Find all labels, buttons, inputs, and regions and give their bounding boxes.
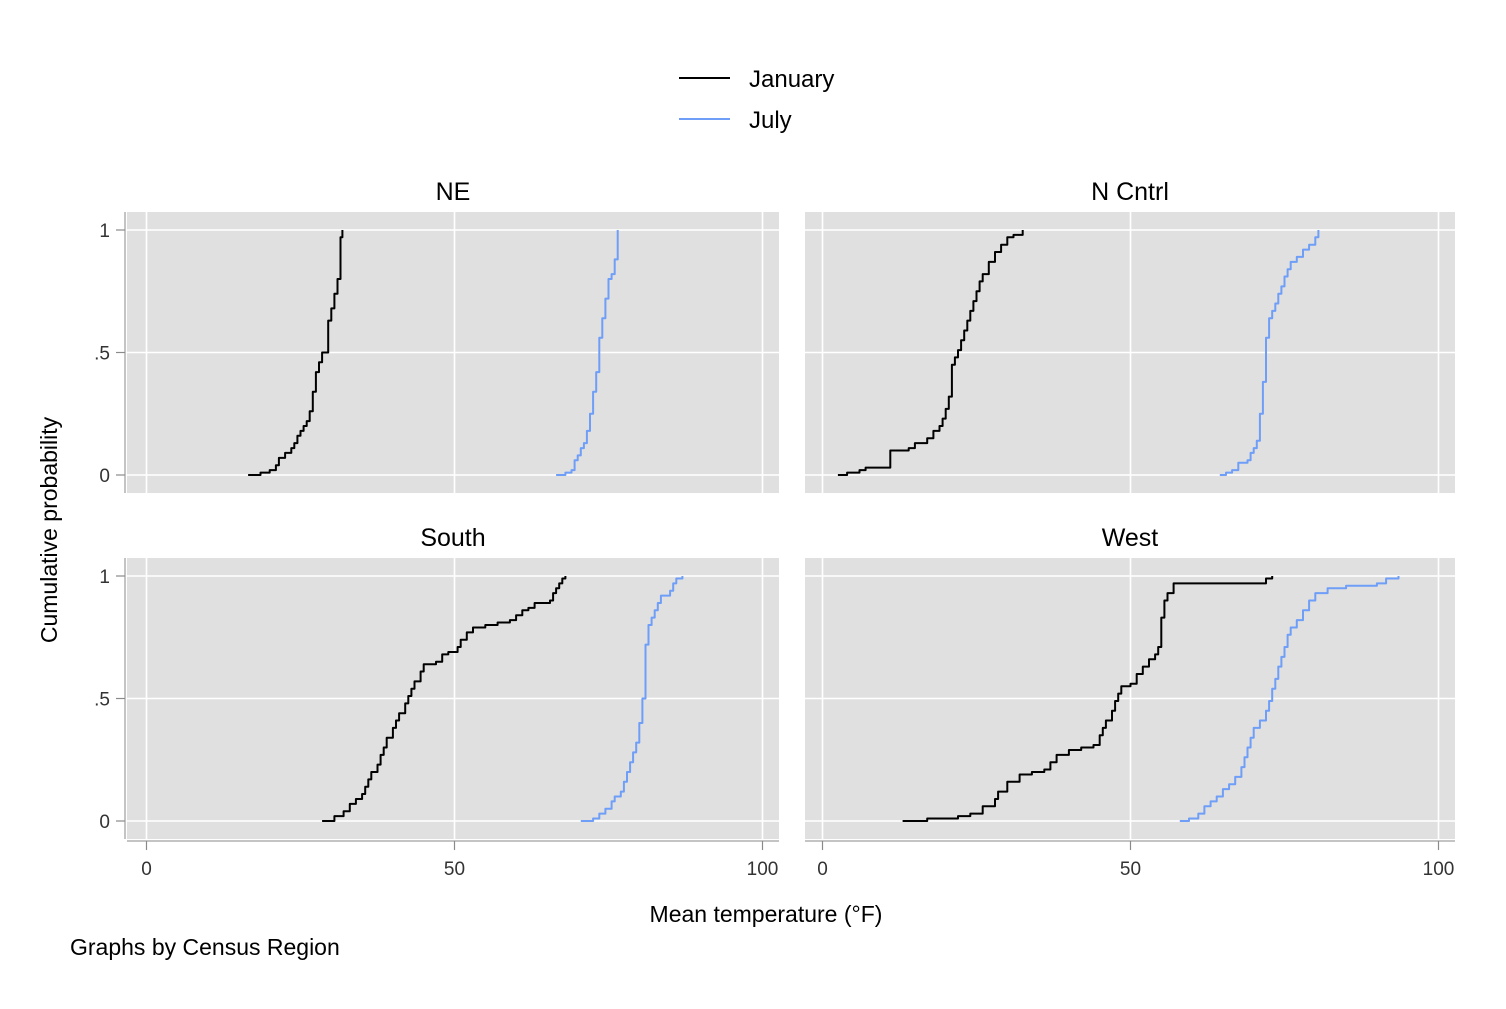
panel-title: NE — [436, 178, 471, 206]
series-line-july — [580, 576, 684, 822]
panel-title: N Cntrl — [1091, 178, 1169, 206]
series-line-july — [1219, 230, 1320, 476]
panel-title: South — [420, 524, 485, 552]
legend-label: January — [749, 66, 834, 93]
y-tick-label: .5 — [94, 690, 110, 711]
y-axis-title: Cumulative probability — [36, 416, 62, 643]
series-line-july — [556, 230, 619, 476]
y-tick-label: 0 — [99, 812, 110, 833]
chart-note: Graphs by Census Region — [70, 934, 340, 960]
x-tick-label: 0 — [141, 859, 152, 880]
series-line-january — [902, 576, 1274, 822]
legend: January July — [679, 66, 834, 134]
y-tick-label: 0 — [99, 466, 110, 487]
x-tick-label: 0 — [817, 859, 828, 880]
panel-south: South 0 .5 1 0 50 100 — [94, 524, 779, 880]
panel-n-cntrl: N Cntrl — [805, 178, 1455, 493]
series-line-july — [1179, 576, 1400, 822]
panel-west: West 0 50 100 — [805, 524, 1455, 880]
series-line-january — [322, 576, 567, 822]
y-tick-label: 1 — [99, 221, 110, 242]
x-tick-label: 100 — [747, 859, 779, 880]
legend-label: July — [749, 107, 792, 134]
x-tick-label: 50 — [444, 859, 465, 880]
legend-item-january: January — [679, 66, 834, 93]
x-tick-label: 50 — [1120, 859, 1141, 880]
x-tick-label: 100 — [1423, 859, 1455, 880]
y-tick-label: .5 — [94, 344, 110, 365]
panel-title: West — [1102, 524, 1159, 552]
panels: NE 0 .5 1 N Cntrl South 0 .5 1 0 50 100 West 0 50 100 — [94, 178, 1455, 880]
x-axis-title: Mean temperature (°F) — [650, 901, 883, 927]
series-line-january — [248, 230, 344, 476]
legend-item-july: July — [679, 107, 792, 134]
series-line-january — [837, 230, 1024, 476]
panel-ne: NE 0 .5 1 — [94, 178, 779, 493]
y-tick-label: 1 — [99, 567, 110, 588]
